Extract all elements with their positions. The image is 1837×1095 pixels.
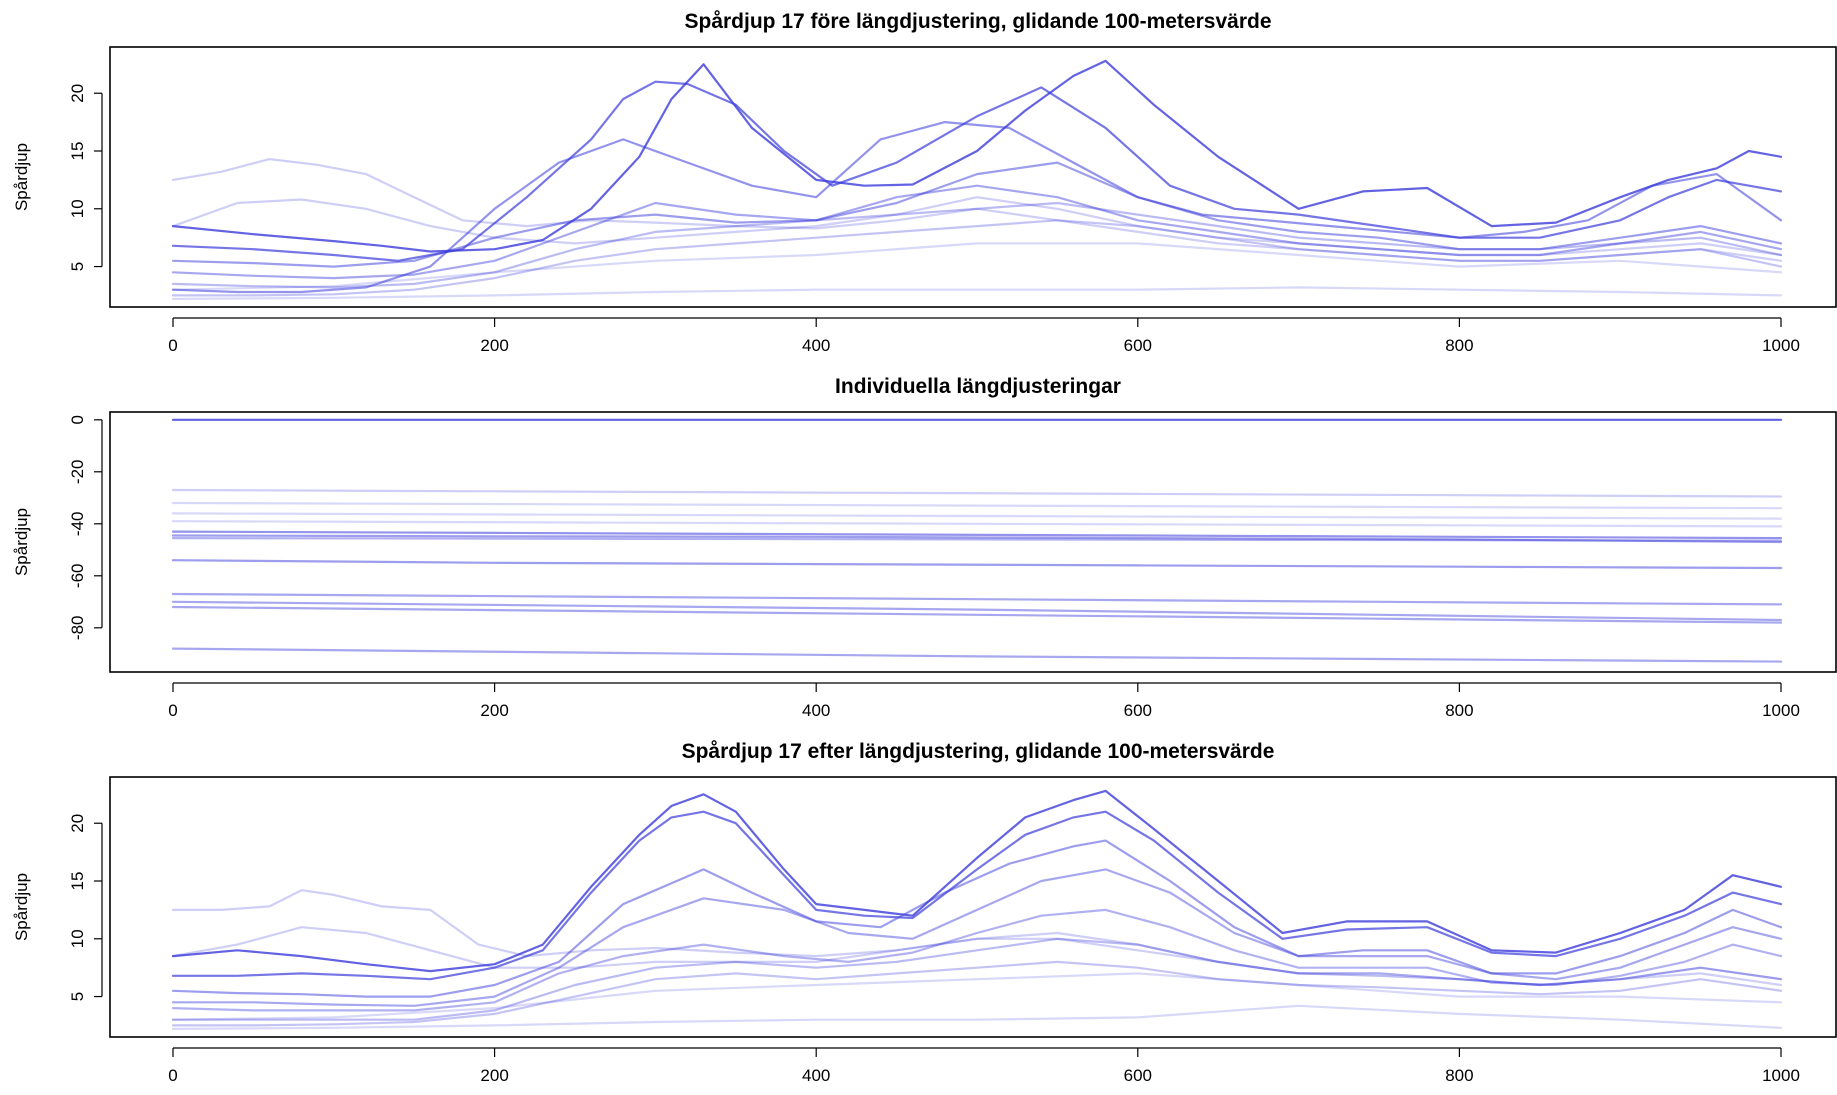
plot-frame xyxy=(109,411,1837,673)
x-tick-label: 600 xyxy=(1124,701,1152,720)
x-tick-label: 1000 xyxy=(1762,1066,1800,1085)
y-axis-label: Spårdjup xyxy=(12,873,31,941)
plot-frame xyxy=(109,776,1837,1038)
y-tick-label: 15 xyxy=(68,142,87,161)
series-line-5 xyxy=(171,520,1783,528)
y-axis: 0 -20 -40 -60 -80 xyxy=(68,415,103,641)
series-line-10 xyxy=(171,286,1783,300)
series-line-2 xyxy=(171,810,1783,981)
x-tick-label: 800 xyxy=(1445,1066,1473,1085)
series-line-7 xyxy=(171,926,1783,987)
y-axis-label: Spårdjup xyxy=(12,508,31,576)
series-line-9 xyxy=(171,960,1783,1027)
series-line-11 xyxy=(171,600,1783,622)
series-line-4 xyxy=(171,161,1783,268)
y-axis: 5 10 15 20 xyxy=(68,814,103,1001)
series-line-11 xyxy=(171,972,1783,1021)
x-tick-label: 600 xyxy=(1124,1066,1152,1085)
series-line-12 xyxy=(171,605,1783,624)
series-line-6 xyxy=(171,158,1783,262)
x-tick-label: 800 xyxy=(1445,701,1473,720)
y-tick-label: -20 xyxy=(68,460,87,485)
chart-panel-1: Spårdjup 17 före längdjustering, glidand… xyxy=(12,10,1837,355)
y-tick-label: 5 xyxy=(68,262,87,271)
series-line-5 xyxy=(171,908,1783,1012)
x-tick-label: 0 xyxy=(168,701,177,720)
x-tick-label: 0 xyxy=(168,336,177,355)
series-group xyxy=(171,418,1783,663)
series-line-8 xyxy=(171,537,1783,542)
y-axis: 5 10 15 20 xyxy=(68,84,103,271)
series-line-9 xyxy=(171,559,1783,570)
x-tick-label: 1000 xyxy=(1762,336,1800,355)
series-line-5 xyxy=(171,184,1783,280)
series-line-3 xyxy=(171,501,1783,510)
series-line-4 xyxy=(171,512,1783,520)
x-tick-label: 400 xyxy=(802,336,830,355)
y-tick-label: 15 xyxy=(68,872,87,891)
y-tick-label: 20 xyxy=(68,814,87,833)
series-line-2 xyxy=(171,488,1783,498)
series-line-8 xyxy=(171,201,1783,289)
series-line-8 xyxy=(171,937,1783,1021)
plot-frame xyxy=(109,46,1837,308)
series-line-10 xyxy=(171,1004,1783,1030)
x-tick-label: 800 xyxy=(1445,336,1473,355)
y-tick-label: 20 xyxy=(68,84,87,103)
series-line-3 xyxy=(171,839,1783,998)
y-axis-label: Spårdjup xyxy=(12,143,31,211)
y-tick-label: -40 xyxy=(68,512,87,537)
series-line-6 xyxy=(171,889,1783,987)
x-axis: 0 200 400 600 800 1000 xyxy=(168,1047,1800,1085)
chart-panel-2: Individuella längdjusteringar 0 200 400 600 8… xyxy=(12,375,1837,720)
series-line-1 xyxy=(171,789,1783,973)
y-tick-label: 0 xyxy=(68,415,87,424)
x-axis: 0 200 400 600 800 1000 xyxy=(168,682,1800,720)
x-tick-label: 200 xyxy=(480,701,508,720)
y-tick-label: 5 xyxy=(68,992,87,1001)
y-tick-label: -80 xyxy=(68,616,87,641)
x-tick-label: 1000 xyxy=(1762,701,1800,720)
x-tick-label: 200 xyxy=(480,336,508,355)
series-line-4 xyxy=(171,868,1783,1007)
series-line-6 xyxy=(171,530,1783,540)
series-line-3 xyxy=(171,121,1783,294)
x-tick-label: 600 xyxy=(1124,336,1152,355)
series-group xyxy=(171,59,1783,300)
series-line-10 xyxy=(171,592,1783,606)
series-line-11 xyxy=(171,242,1783,291)
series-line-7 xyxy=(171,196,1783,257)
series-line-9 xyxy=(171,219,1783,297)
y-tick-label: 10 xyxy=(68,199,87,218)
series-group xyxy=(171,789,1783,1030)
x-tick-label: 200 xyxy=(480,1066,508,1085)
y-tick-label: 10 xyxy=(68,929,87,948)
x-tick-label: 0 xyxy=(168,1066,177,1085)
chart-title: Spårdjup 17 före längdjustering, glidand… xyxy=(685,10,1272,33)
chart-title: Spårdjup 17 efter längdjustering, glidan… xyxy=(682,740,1275,763)
chart-title: Individuella längdjusteringar xyxy=(835,375,1121,398)
series-line-2 xyxy=(171,80,1783,262)
x-tick-label: 400 xyxy=(802,701,830,720)
x-axis: 0 200 400 600 800 1000 xyxy=(168,317,1800,355)
series-line-1 xyxy=(171,59,1783,253)
series-line-13 xyxy=(171,647,1783,663)
series-line-7 xyxy=(171,534,1783,544)
chart-panel-3: Spårdjup 17 efter längdjustering, glidan… xyxy=(12,740,1837,1085)
y-tick-label: -60 xyxy=(68,564,87,589)
x-tick-label: 400 xyxy=(802,1066,830,1085)
